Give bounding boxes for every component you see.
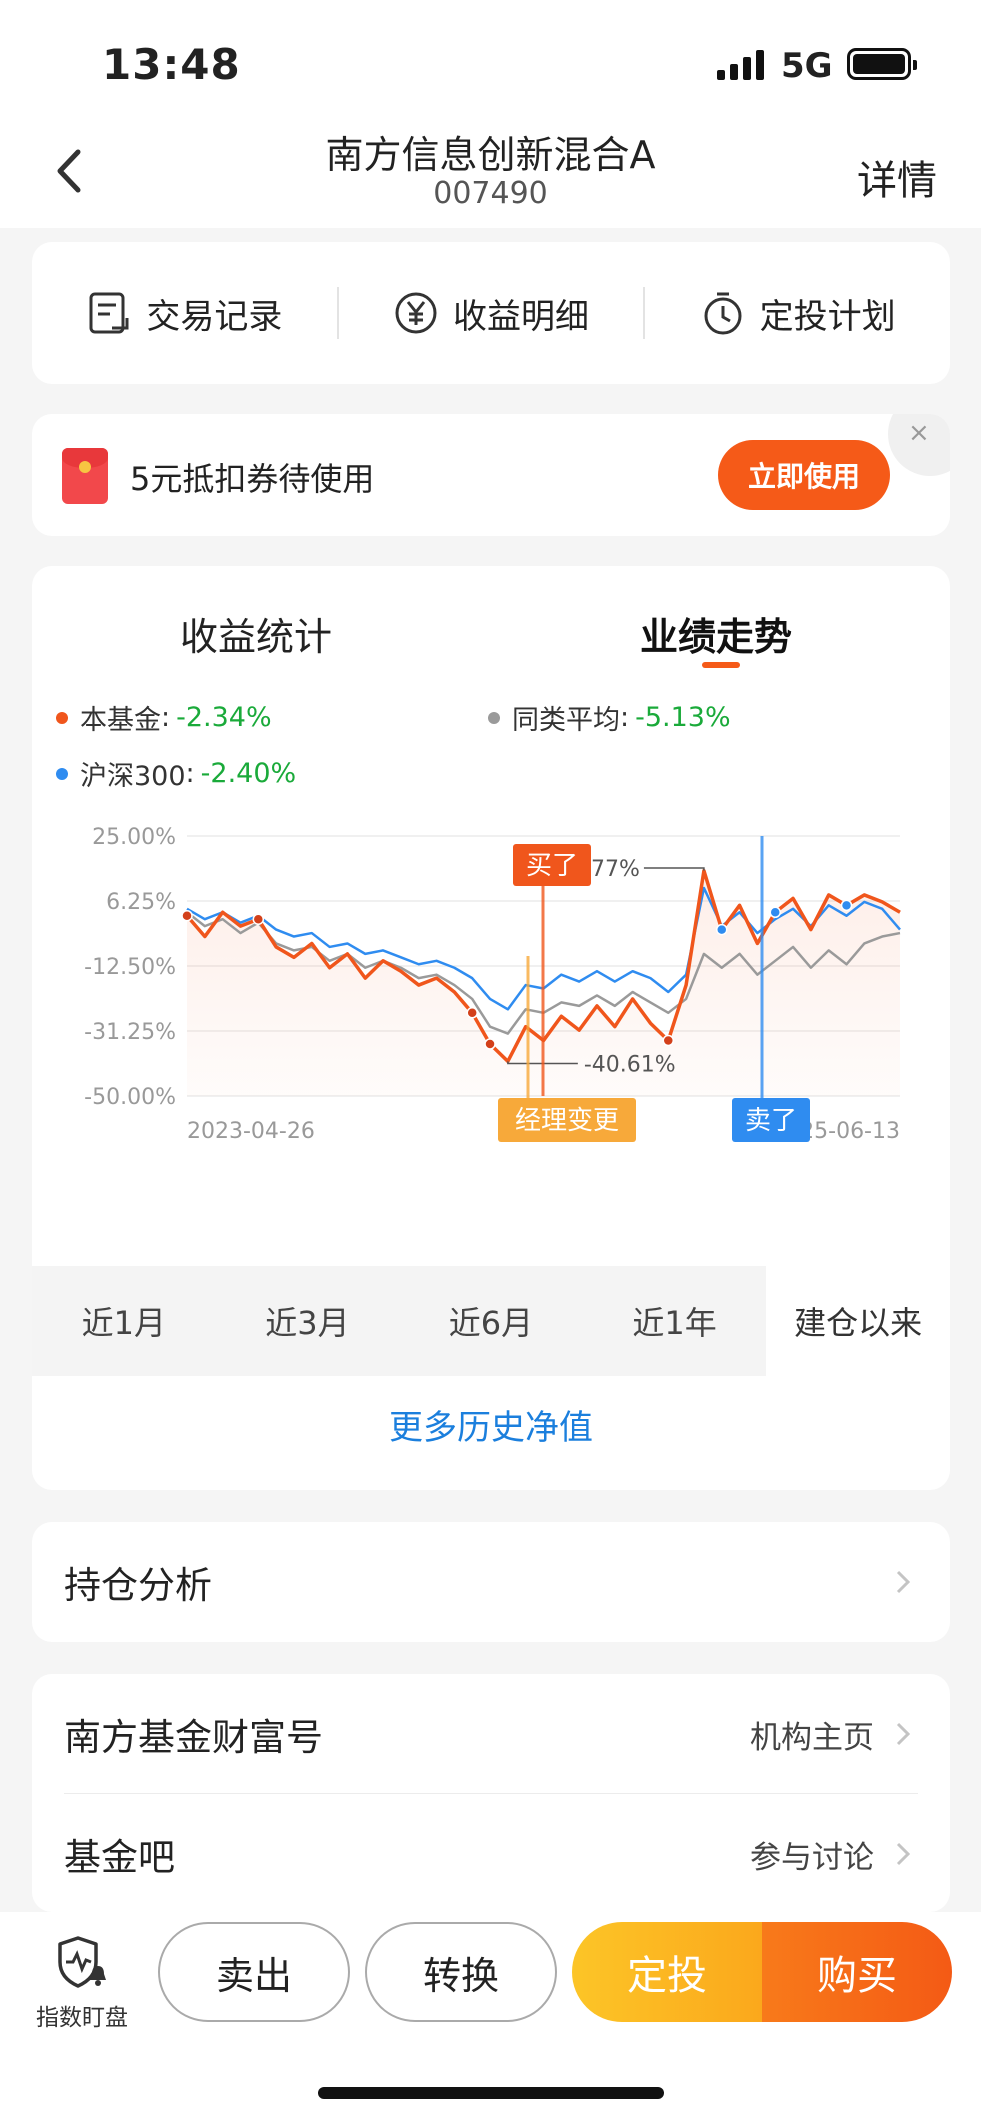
status-time: 13:48 [102,40,241,89]
index-monitor-label: 指数盯盘 [36,2005,128,2031]
timer-icon [704,292,742,335]
trade-marker [769,906,781,919]
buy-button[interactable]: 购买 [762,1922,952,2022]
y-tick-label: 6.25% [106,890,176,915]
back-icon[interactable] [50,146,90,196]
sell-tag-text: 卖了 [745,1106,797,1136]
convert-button[interactable]: 转换 [365,1922,557,2022]
legend-dot [56,767,68,780]
max-leader [643,867,705,871]
legend-peer-value: -5.13% [635,702,731,733]
min-leader [507,1061,578,1065]
shield-bell-icon [58,1936,106,1988]
close-icon: × [908,418,930,448]
y-tick-label: -12.50% [84,955,176,980]
wealth-card: 南方基金财富号 机构主页 基金吧 参与讨论 [32,1674,950,1912]
join-discussion-link: 参与讨论 [750,1839,874,1876]
buy-tag-bg [513,844,591,886]
profit-detail-label: 收益明细 [453,296,589,337]
sell-tag-bg [732,1098,810,1142]
battery-icon [847,48,917,80]
sip-plan-button[interactable]: 定投计划 [645,289,950,338]
network-label: 5G [781,46,833,86]
legend-csi300-name: 沪深300 [80,761,186,792]
trade-marker [466,1007,478,1019]
y-tick-label: -50.00% [84,1085,176,1110]
trade-marker [662,1034,675,1047]
divider [336,287,339,339]
range-since-inception[interactable]: 建仓以来 [766,1266,950,1376]
active-tab-indicator [702,662,740,668]
legend-peer-average: 同类平均: -5.13% [488,698,731,737]
manager-tag-bg [498,1098,636,1142]
range-1y[interactable]: 近1年 [582,1266,767,1376]
trade-record-label: 交易记录 [146,296,283,337]
status-bar: 13:48 5G [0,0,981,118]
y-tick-label: -31.25% [84,1020,176,1045]
close-coupon-button[interactable]: × [888,414,950,476]
trade-marker [484,1038,496,1050]
legend-csi300: 沪深300: -2.40% [56,754,296,793]
holdings-row[interactable]: 持仓分析 [32,1522,950,1642]
coupon-text: 5元抵扣券待使用 [130,460,375,498]
forum-label: 基金吧 [64,1836,175,1879]
quick-actions: 交易记录 收益明细 定投计划 [32,242,950,384]
yen-circle-icon [395,292,437,334]
trade-marker [252,913,265,925]
buy-button-group: 定投 购买 [572,1922,952,2022]
detail-button[interactable]: 详情 [857,158,937,204]
performance-card: 收益统计 业绩走势 本基金: -2.34% 同类平均: -5.13% 沪深300… [32,566,950,1490]
divider [643,287,646,339]
legend-fund-value: -2.34% [176,702,272,733]
red-packet-icon [62,448,108,504]
wealth-row[interactable]: 南方基金财富号 机构主页 [32,1674,950,1794]
signal-icon [717,50,764,80]
nav-bar: 南方信息创新混合A 007490 详情 [0,118,981,228]
forum-row[interactable]: 基金吧 参与讨论 [32,1794,950,1914]
chevron-right-icon [896,1570,910,1594]
chevron-right-icon [896,1722,910,1746]
holdings-label: 持仓分析 [64,1564,212,1607]
tab-profit-stats[interactable]: 收益统计 [180,615,333,659]
home-indicator[interactable] [318,2087,664,2099]
trade-record-button[interactable]: 交易记录 [32,289,337,338]
buy-tag-text: 买了 [526,851,578,881]
legend-dot [488,711,500,724]
coupon-banner: 5元抵扣券待使用 立即使用 × [32,414,950,536]
sip-plan-label: 定投计划 [759,296,896,337]
holdings-card: 持仓分析 [32,1522,950,1642]
legend-fund-name: 本基金 [80,705,161,736]
sip-button[interactable]: 定投 [572,1922,762,2022]
chevron-right-icon [896,1842,910,1866]
wealth-label: 南方基金财富号 [64,1716,323,1759]
legend-peer-name: 同类平均 [512,705,620,736]
institution-homepage-link: 机构主页 [750,1719,874,1756]
x-tick-label: 2023-04-26 [187,1119,315,1144]
range-6m[interactable]: 近6月 [399,1266,583,1376]
fund-code: 007490 [433,176,548,211]
sell-button[interactable]: 卖出 [158,1922,350,2022]
legend-fund: 本基金: -2.34% [56,698,272,737]
performance-chart[interactable]: 25.00% 6.25% -12.50% -31.25% -50.00% 2023-04-… [32,816,950,1146]
manager-tag-text: 经理变更 [515,1106,619,1136]
tab-performance-trend[interactable]: 业绩走势 [640,615,793,659]
divider [64,1793,918,1794]
trade-marker [716,923,728,936]
profit-detail-button[interactable]: 收益明细 [339,289,644,338]
fund-name: 南方信息创新混合A [325,133,656,177]
trade-marker [840,899,853,912]
range-3m[interactable]: 近3月 [215,1266,400,1376]
more-history-link[interactable]: 更多历史净值 [389,1408,593,1448]
index-monitor-button[interactable]: 指数盯盘 [28,1934,136,2032]
fund-area [187,870,900,1096]
range-selector: 近1月 近3月 近6月 近1年 建仓以来 [32,1266,950,1376]
legend-csi300-value: -2.40% [200,758,297,789]
document-icon [89,292,129,334]
y-tick-label: 25.00% [92,825,176,850]
use-coupon-button[interactable]: 立即使用 [718,440,890,510]
range-1m[interactable]: 近1月 [32,1266,216,1376]
trade-marker [181,909,193,922]
min-label: -40.61% [584,1052,676,1077]
legend-dot [56,711,68,724]
